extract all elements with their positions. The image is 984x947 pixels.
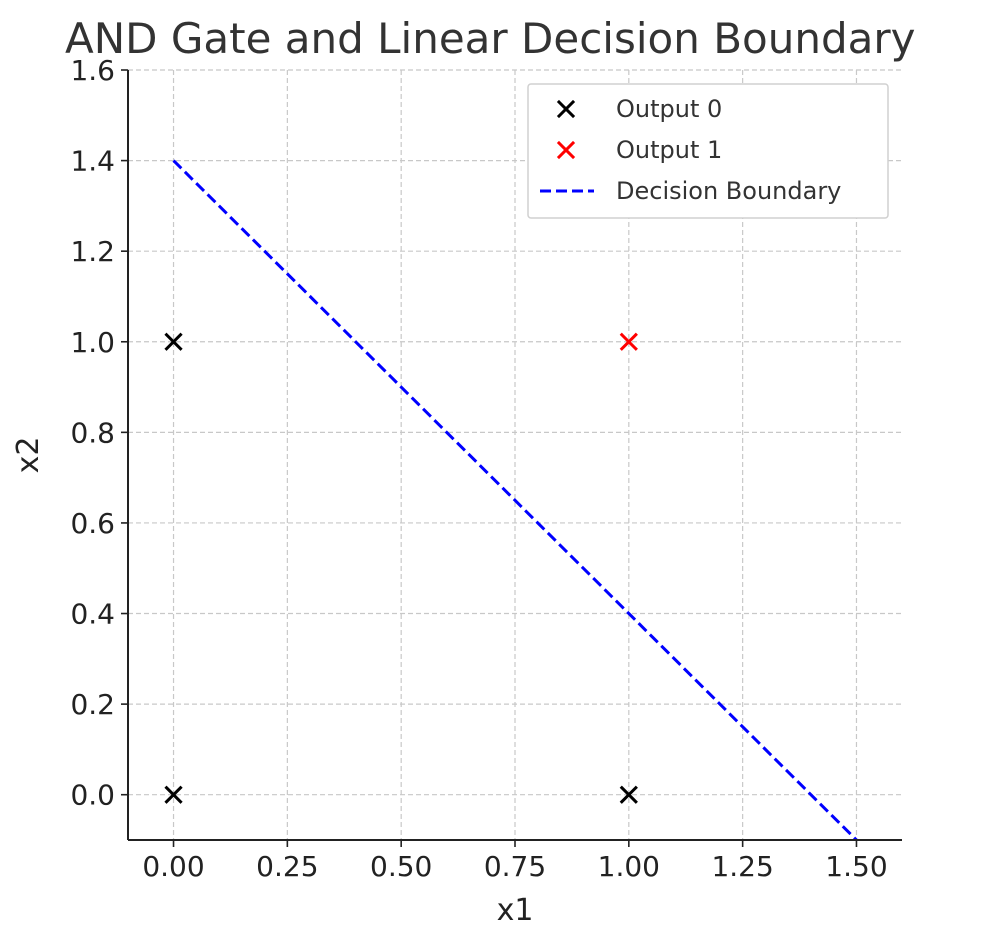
- y-tick-label: 1.0: [70, 326, 115, 359]
- x-tick-label: 0.75: [484, 850, 546, 883]
- points-layer: [164, 332, 638, 804]
- legend-box: [527, 83, 889, 219]
- output-0-point: [619, 785, 638, 804]
- y-tick-label: 0.0: [70, 779, 115, 812]
- legend: Output 0 Output 1 Decision Boundary: [527, 83, 889, 219]
- chart-title: AND Gate and Linear Decision Boundary: [65, 14, 915, 63]
- legend-label-output-0: Output 0: [616, 95, 722, 123]
- y-ticks: 0.0 0.2 0.4 0.6 0.8 1.0 1.2 1.4 1.6: [70, 54, 128, 812]
- x-tick-label: 0.50: [370, 850, 432, 883]
- y-tick-label: 1.4: [70, 145, 115, 178]
- output-1-point: [619, 332, 638, 351]
- decision-boundary-layer: [172, 159, 858, 842]
- y-tick-label: 0.6: [70, 507, 115, 540]
- x-tick-label: 0.00: [142, 850, 204, 883]
- x-tick-label: 0.25: [256, 850, 318, 883]
- y-tick-label: 1.2: [70, 235, 115, 268]
- x-ticks: 0.00 0.25 0.50 0.75 1.00 1.25 1.50: [142, 840, 888, 883]
- legend-swatch-output-1: [556, 140, 576, 160]
- x-axis-label: x1: [497, 893, 534, 928]
- grid: [128, 69, 902, 840]
- legend-swatch-output-0: [556, 99, 576, 119]
- legend-label-output-1: Output 1: [616, 136, 722, 164]
- y-tick-label: 0.2: [70, 688, 115, 721]
- output-0-point: [164, 332, 183, 351]
- y-tick-label: 0.4: [70, 598, 115, 631]
- x-tick-label: 1.00: [598, 850, 660, 883]
- y-tick-label: 0.8: [70, 416, 115, 449]
- x-tick-label: 1.50: [825, 850, 887, 883]
- x-tick-label: 1.25: [711, 850, 773, 883]
- decision-boundary-line: [172, 159, 858, 842]
- legend-label-decision-boundary: Decision Boundary: [616, 177, 841, 205]
- y-tick-label: 1.6: [70, 54, 115, 87]
- y-axis-label: x2: [11, 437, 46, 474]
- output-0-point: [164, 785, 183, 804]
